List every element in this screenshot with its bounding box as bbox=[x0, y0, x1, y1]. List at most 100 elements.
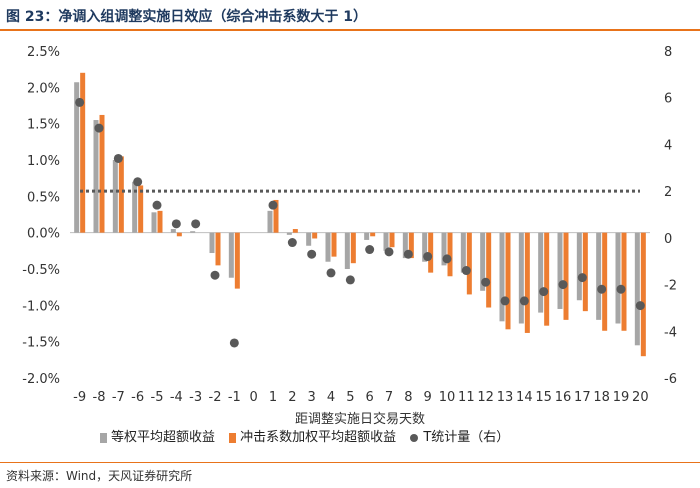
bar-impact-weight bbox=[370, 232, 376, 237]
bar-equal-weight bbox=[190, 231, 196, 233]
t-stat-point bbox=[481, 277, 491, 287]
right-axis-tick-label: -6 bbox=[664, 372, 677, 387]
t-stat-point bbox=[597, 284, 607, 294]
source-note: 资料来源：Wind，天风证券研究所 bbox=[6, 469, 193, 483]
bar-impact-weight bbox=[408, 232, 414, 259]
bar-equal-weight bbox=[615, 232, 621, 324]
bar-equal-weight bbox=[576, 232, 582, 301]
t-stat-point bbox=[287, 238, 297, 248]
x-axis-tick-label: 8 bbox=[404, 390, 412, 405]
combo-chart: 2.5% 2.0% 1.5% 1.0% 0.5% 0.0% -0.5% -1.0% -1.5% -… bbox=[22, 45, 677, 427]
t-stat-point bbox=[326, 268, 336, 278]
bar-equal-weight bbox=[538, 232, 544, 313]
bar-impact-weight bbox=[389, 232, 395, 248]
bar-impact-weight bbox=[582, 232, 588, 312]
figure-title: 图 23：净调入组调整实施日效应（综合冲击系数大于 1） bbox=[6, 9, 367, 25]
right-axis-tick-label: -4 bbox=[664, 325, 677, 340]
bar-equal-weight bbox=[402, 232, 408, 259]
footer-divider bbox=[0, 462, 700, 463]
x-axis-tick-label: 1 bbox=[269, 390, 277, 405]
t-stat-point bbox=[500, 296, 510, 306]
bar-impact-weight bbox=[215, 232, 221, 266]
t-stat-point bbox=[442, 254, 452, 264]
x-axis-tick-label: 11 bbox=[458, 390, 475, 405]
x-axis-tick-label: -5 bbox=[151, 390, 164, 405]
bar-equal-weight bbox=[93, 120, 99, 233]
legend-label-t-stat: T统计量（右） bbox=[423, 430, 510, 445]
bar-equal-weight bbox=[209, 232, 215, 254]
bar-equal-weight bbox=[499, 232, 505, 322]
legend-label-impact-weight: 冲击系数加权平均超额收益 bbox=[240, 430, 397, 445]
right-axis-tick-label: 8 bbox=[664, 45, 672, 60]
x-axis-tick-label: 16 bbox=[555, 390, 572, 405]
x-axis-tick-label: 13 bbox=[497, 390, 514, 405]
bar-equal-weight bbox=[422, 232, 428, 262]
left-axis-tick-label: 0.5% bbox=[27, 190, 60, 205]
legend-item-t-stat: T统计量（右） bbox=[410, 426, 509, 445]
x-axis-tick-label: -4 bbox=[170, 390, 183, 405]
x-axis-tick-label: 10 bbox=[439, 390, 456, 405]
x-axis-tick-label: 17 bbox=[574, 390, 591, 405]
t-stat-point bbox=[461, 266, 471, 276]
x-axis-tick-label: 7 bbox=[385, 390, 393, 405]
bar-impact-weight bbox=[602, 232, 608, 331]
bar-equal-weight bbox=[228, 232, 234, 278]
bar-equal-weight bbox=[634, 232, 640, 346]
x-axis-tick-label: -1 bbox=[228, 390, 241, 405]
left-axis-tick-label: 0.0% bbox=[27, 227, 60, 242]
bar-impact-weight bbox=[234, 232, 240, 289]
bar-equal-weight bbox=[480, 232, 486, 291]
left-axis-tick-label: 1.0% bbox=[27, 154, 60, 169]
x-axis-tick-label: 6 bbox=[366, 390, 374, 405]
t-stat-point bbox=[133, 177, 143, 187]
t-stat-point bbox=[423, 252, 433, 262]
bar-impact-weight bbox=[466, 232, 472, 295]
t-stat-point bbox=[403, 249, 413, 259]
x-axis-tick-label: -2 bbox=[209, 390, 222, 405]
t-stat-point bbox=[94, 123, 104, 133]
t-stat-point bbox=[75, 97, 85, 107]
bar-equal-weight bbox=[132, 181, 138, 233]
bar-impact-weight bbox=[640, 232, 646, 357]
bar-impact-weight bbox=[621, 232, 627, 331]
figure-header: 图 23：净调入组调整实施日效应（综合冲击系数大于 1） bbox=[0, 0, 700, 31]
legend-swatch-orange bbox=[229, 432, 237, 443]
bar-impact-weight bbox=[292, 229, 298, 233]
t-stat-point bbox=[171, 219, 181, 229]
t-stat-point bbox=[113, 153, 123, 163]
legend-dot-marker bbox=[410, 433, 419, 442]
t-stat-point bbox=[191, 219, 201, 229]
bar-equal-weight bbox=[151, 212, 157, 233]
bar-equal-weight bbox=[325, 232, 331, 262]
bar-impact-weight bbox=[273, 199, 279, 233]
x-axis-title: 距调整实施日交易天数 bbox=[295, 411, 425, 427]
left-axis-tick-label: 2.0% bbox=[27, 81, 60, 96]
t-stat-point bbox=[384, 247, 394, 257]
legend-item-impact-weight: 冲击系数加权平均超额收益 bbox=[229, 426, 396, 445]
x-axis-tick-label: 9 bbox=[424, 390, 432, 405]
left-axis-tick-label: -2.0% bbox=[22, 372, 60, 387]
bar-impact-weight bbox=[486, 232, 492, 308]
bar-equal-weight bbox=[344, 232, 350, 269]
t-stat-point bbox=[210, 270, 220, 280]
bar-equal-weight bbox=[596, 232, 602, 320]
t-stat-point bbox=[616, 284, 626, 294]
bar-impact-weight bbox=[331, 232, 337, 257]
bar-impact-weight bbox=[505, 232, 511, 330]
chart-area: 2.5% 2.0% 1.5% 1.0% 0.5% 0.0% -0.5% -1.0% -1.5% -… bbox=[0, 31, 700, 461]
x-axis-tick-label: 3 bbox=[308, 390, 316, 405]
bar-impact-weight bbox=[176, 232, 182, 237]
bar-equal-weight bbox=[518, 232, 524, 324]
right-axis-tick-label: 4 bbox=[664, 138, 672, 153]
bar-impact-weight bbox=[312, 232, 318, 239]
legend-item-equal-weight: 等权平均超额收益 bbox=[100, 426, 215, 445]
bar-impact-weight bbox=[99, 114, 105, 233]
t-stat-point bbox=[152, 200, 162, 210]
bar-equal-weight bbox=[170, 229, 176, 233]
right-axis-tick-label: 6 bbox=[664, 92, 672, 107]
x-axis-tick-label: 12 bbox=[477, 390, 494, 405]
x-axis-tick-label: -6 bbox=[131, 390, 144, 405]
x-axis-tick-label: 0 bbox=[250, 390, 258, 405]
t-stat-point bbox=[558, 280, 568, 290]
t-stat-point bbox=[577, 273, 587, 283]
